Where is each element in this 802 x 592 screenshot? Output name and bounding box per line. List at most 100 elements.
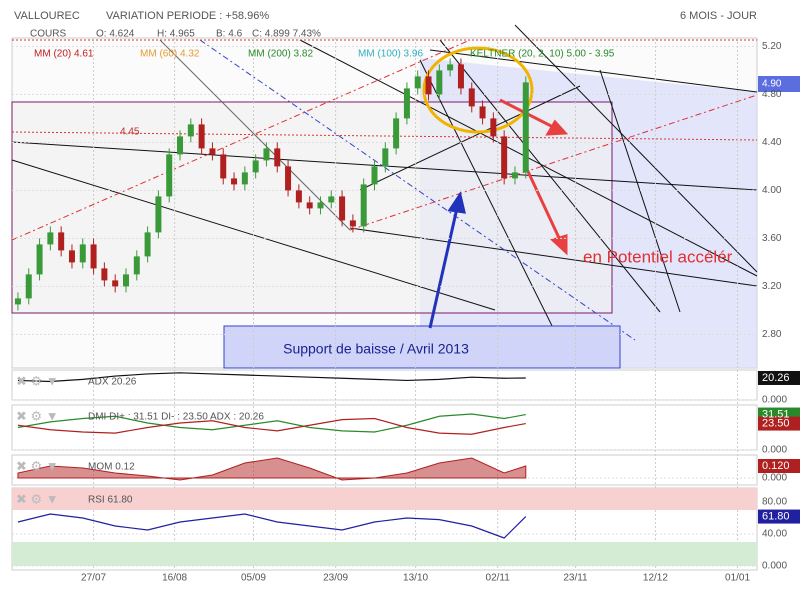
trend-line [199, 39, 636, 341]
indicator-line [17, 417, 526, 435]
keltner: KELTNER (20, 2, 10) 5.00 - 3.95 [470, 49, 615, 60]
candle-body [414, 76, 421, 89]
trend-line [599, 69, 681, 313]
candle-body [101, 268, 108, 281]
trend-line [439, 39, 661, 313]
y-tick-label: 0.000 [762, 473, 787, 484]
candle-body [479, 106, 486, 119]
x-tick-label: 13/10 [403, 573, 428, 584]
candle-body [382, 148, 389, 167]
indicator-panel [11, 454, 758, 486]
close: C: 4.899 7.43% [252, 29, 321, 40]
candle-body [36, 244, 43, 275]
x-tick-label: 01/01 [725, 573, 750, 584]
last-value-box [758, 370, 800, 385]
indicator-line [17, 513, 527, 539]
period: 6 MOIS - JOUR [680, 10, 757, 22]
arrow-head [545, 119, 569, 136]
y-tick-label: 80.00 [762, 497, 787, 508]
candle-body [403, 88, 410, 119]
x-tick-label: 12/12 [643, 573, 668, 584]
candle-body [198, 124, 205, 149]
y-tick-label: 40.00 [762, 529, 787, 540]
trend-lines [11, 24, 758, 353]
candle-body [166, 154, 173, 197]
y-tick-label: 0.000 [762, 445, 787, 456]
candle-body [90, 244, 97, 269]
candle-body [144, 232, 151, 257]
trend-line [11, 39, 471, 241]
cours: COURS [30, 29, 66, 40]
candle-body [349, 220, 356, 227]
candle-body [468, 88, 475, 107]
last-value-label: 61.80 [762, 510, 790, 522]
series-layer [11, 38, 800, 571]
y-tick-label: 4.80 [762, 89, 782, 100]
potential-note: en Potentiel accélér [583, 247, 733, 266]
y-tick-label: 4.00 [762, 185, 782, 196]
x-tick-label: 16/08 [162, 573, 187, 584]
candle-body [306, 202, 313, 209]
candle-body [360, 184, 367, 227]
panel-icons: ✖ ⚙ ▼ [16, 491, 59, 506]
last-value-box [758, 416, 800, 431]
candle-body [133, 256, 140, 275]
last-value-label: 31.51 [762, 408, 790, 420]
x-tick-label: 23/09 [323, 573, 348, 584]
candle-body [231, 178, 238, 185]
mm60: MM (60) 4.32 [140, 49, 200, 60]
candle-body [241, 172, 248, 185]
candle-body [177, 136, 184, 155]
arrow [523, 164, 562, 241]
indicator-line [17, 413, 526, 433]
last-value-label: 0.120 [762, 460, 790, 472]
candle-body [14, 298, 21, 305]
price-tag-box [758, 76, 800, 92]
panel-title: MOM 0.12 [88, 462, 135, 473]
panel-title: ADX 20.26 [88, 377, 137, 388]
trend-line [349, 94, 758, 231]
candle-body [425, 76, 432, 95]
level-note: 4.45 [120, 127, 140, 138]
candle-body [436, 70, 443, 95]
trend-line [159, 39, 351, 231]
arrow-head [550, 233, 568, 256]
x-tick-label: 05/09 [241, 573, 266, 584]
last-value-label: 20.26 [762, 372, 790, 384]
mm100: MM (100) 3.96 [358, 49, 423, 60]
x-tick-label: 02/11 [486, 573, 511, 584]
arrow [428, 207, 459, 329]
candle-body [371, 166, 378, 185]
trend-line [359, 85, 581, 191]
zone-band [12, 542, 757, 566]
candle-body [187, 124, 194, 137]
y-tick-label: 3.60 [762, 233, 782, 244]
candle-body [295, 190, 302, 203]
highlight-ellipse [422, 46, 534, 134]
trend-line [429, 49, 758, 93]
level-line [11, 131, 758, 141]
support-note: Support de baisse / Avril 2013 [283, 341, 469, 357]
candle-body [511, 172, 518, 179]
candle-body [220, 154, 227, 179]
candle-body [522, 82, 529, 173]
y-tick-label: 2.80 [762, 329, 782, 340]
candle-body [252, 160, 259, 173]
panel-icons: ✖ ⚙ ▼ [16, 408, 59, 423]
last-value-box [758, 459, 800, 473]
candle-body [285, 166, 292, 191]
y-tick-label: 4.40 [762, 137, 782, 148]
mm20: MM (20) 4.61 [34, 49, 94, 60]
candle-body [122, 274, 129, 287]
low: B: 4.6 [216, 29, 243, 40]
x-tick-label: 23/11 [563, 573, 588, 584]
candle-body [274, 148, 281, 167]
high: H: 4.965 [157, 29, 195, 40]
candle-body [79, 244, 86, 263]
candle-body [490, 118, 497, 137]
x-tick-label: 27/07 [81, 573, 106, 584]
panel-icons: ✖ ⚙ ▼ [16, 373, 59, 388]
panel-icons: ✖ ⚙ ▼ [16, 458, 59, 473]
support-box [223, 325, 621, 369]
